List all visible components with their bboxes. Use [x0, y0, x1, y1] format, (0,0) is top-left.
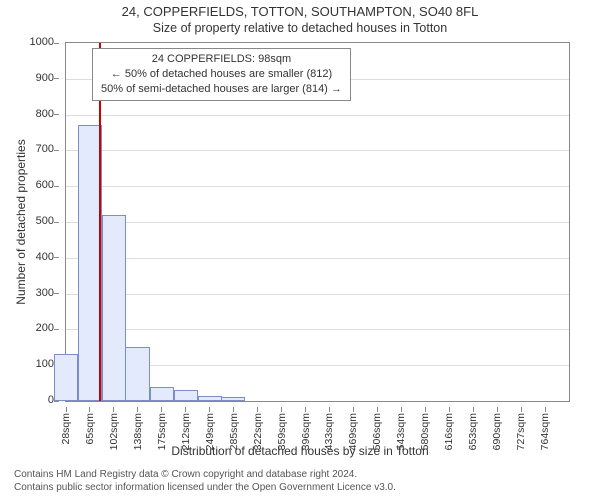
histogram-bar — [150, 387, 174, 401]
gridline — [66, 186, 569, 187]
gridline — [66, 150, 569, 151]
footer-line-1: Contains HM Land Registry data © Crown c… — [14, 468, 396, 481]
gridline — [66, 115, 569, 116]
y-tick-label: 400 — [36, 251, 54, 263]
footer-attribution: Contains HM Land Registry data © Crown c… — [14, 468, 396, 494]
chart-title: 24, COPPERFIELDS, TOTTON, SOUTHAMPTON, S… — [0, 4, 600, 19]
y-tick-label: 100 — [36, 358, 54, 370]
annotation-line-1: 24 COPPERFIELDS: 98sqm — [101, 52, 342, 67]
gridline — [66, 294, 569, 295]
histogram-bar — [221, 397, 245, 401]
histogram-bar — [174, 390, 198, 401]
annotation-line-3: 50% of semi-detached houses are larger (… — [101, 82, 342, 97]
annotation-box: 24 COPPERFIELDS: 98sqm ← 50% of detached… — [92, 48, 351, 101]
y-tick-label: 600 — [36, 179, 54, 191]
y-tick-label: 200 — [36, 322, 54, 334]
histogram-bar — [198, 396, 222, 401]
histogram-bar — [54, 354, 78, 401]
gridline — [66, 258, 569, 259]
footer-line-2: Contains public sector information licen… — [14, 481, 396, 494]
annotation-line-2: ← 50% of detached houses are smaller (81… — [101, 67, 342, 82]
chart-subtitle: Size of property relative to detached ho… — [0, 21, 600, 35]
histogram-bar — [102, 215, 126, 401]
y-tick-label: 500 — [36, 215, 54, 227]
y-tick-label: 800 — [36, 108, 54, 120]
y-axis-label: Number of detached properties — [14, 139, 28, 304]
chart-frame: 24, COPPERFIELDS, TOTTON, SOUTHAMPTON, S… — [0, 0, 600, 500]
histogram-bar — [78, 125, 102, 401]
y-tick-label: 700 — [36, 143, 54, 155]
y-tick-label: 300 — [36, 287, 54, 299]
x-tick-label: 65sqm — [84, 413, 96, 445]
gridline — [66, 329, 569, 330]
y-tick-label: 1000 — [30, 36, 54, 48]
x-axis-label: Distribution of detached houses by size … — [0, 444, 600, 458]
histogram-bar — [125, 347, 149, 401]
gridline — [66, 222, 569, 223]
y-tick-label: 900 — [36, 72, 54, 84]
x-tick-label: 28sqm — [60, 413, 72, 445]
